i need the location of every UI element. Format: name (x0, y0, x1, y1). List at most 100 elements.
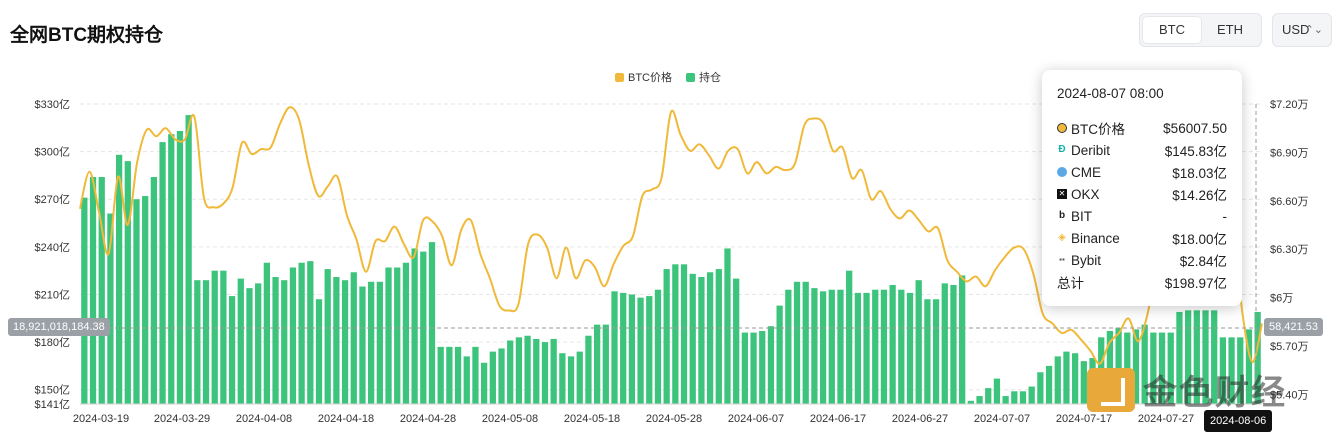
oi-bar (1254, 311, 1261, 404)
oi-bar (1219, 337, 1227, 404)
oi-bar (785, 289, 792, 404)
oi-bar (394, 267, 401, 404)
oi-bar (168, 134, 175, 404)
oi-bar (1150, 332, 1157, 404)
oi-bar (272, 277, 279, 404)
oi-bar (463, 356, 470, 404)
oi-bar (1106, 330, 1114, 404)
oi-bar (646, 296, 653, 404)
watermark-logo-icon (1087, 367, 1135, 412)
oi-bar (228, 296, 236, 404)
tab-eth[interactable]: ETH (1217, 22, 1243, 37)
oi-bar (1045, 365, 1053, 404)
cme-icon (1057, 167, 1067, 177)
tooltip-date: 2024-08-07 08:00 (1057, 86, 1164, 101)
tab-btc[interactable]: BTC (1143, 17, 1201, 43)
oi-bar (107, 213, 114, 404)
x-axis-tick: 2024-04-18 (318, 413, 374, 425)
oi-bar (89, 177, 97, 404)
oi-bar (428, 242, 436, 404)
oi-bar (593, 324, 601, 404)
currency-select[interactable]: USD ⌃⌄ (1272, 13, 1332, 47)
oi-bar (263, 262, 270, 404)
bit-icon: b (1058, 210, 1066, 221)
oi-bar (194, 280, 201, 404)
oi-bar (350, 272, 357, 404)
oi-bar (828, 289, 835, 404)
oi-bar (1080, 361, 1087, 404)
legend-item-price[interactable]: BTC价格 (615, 69, 672, 85)
chevron-updown-icon: ⌃⌄ (1304, 24, 1323, 36)
oi-bar (124, 161, 131, 404)
oi-bar (559, 353, 566, 404)
oi-bar (376, 281, 383, 404)
tooltip-label: BTC价格 (1071, 122, 1125, 137)
oi-bar (837, 289, 844, 404)
oi-bar (776, 305, 783, 404)
oi-bar (315, 299, 323, 404)
crosshair-left-label: 18,921,018,184.38 (8, 318, 110, 336)
x-axis-tick: 2024-05-18 (564, 413, 620, 425)
x-axis-tick: 2024-03-19 (73, 413, 129, 425)
oi-bar (889, 284, 896, 404)
right-axis-tick: $5.70万 (1270, 341, 1309, 353)
oi-bar (489, 351, 496, 404)
oi-bar (811, 288, 818, 404)
oi-bar (680, 264, 688, 404)
oi-bar (1011, 391, 1018, 404)
oi-bar (793, 281, 801, 404)
oi-bar (1054, 356, 1061, 404)
oi-bar (1072, 353, 1079, 404)
oi-bar (819, 291, 827, 404)
oi-bar (620, 292, 627, 404)
x-axis-tick: 2024-03-29 (154, 413, 210, 425)
right-axis-tick: $7.20万 (1270, 99, 1309, 111)
oi-bar (211, 270, 218, 404)
right-axis-tick: $6.90万 (1270, 147, 1309, 159)
oi-bar (1193, 310, 1200, 404)
legend-swatch-price (615, 72, 624, 82)
oi-bar (715, 269, 722, 404)
oi-bar (985, 388, 992, 404)
oi-bar (1037, 372, 1044, 404)
legend-item-oi[interactable]: 持仓 (686, 69, 721, 85)
oi-bar (246, 288, 253, 404)
btc-price-line (79, 106, 1263, 365)
deribit-icon: Đ (1058, 144, 1066, 155)
left-axis-tick: $150亿 (35, 384, 70, 397)
oi-bar (846, 270, 853, 404)
oi-bar (706, 272, 714, 404)
crosshair-right-label: 58,421.53 (1264, 318, 1323, 336)
oi-bar (802, 281, 809, 404)
oi-bar (159, 142, 166, 404)
tooltip-value: $145.83亿 (1164, 144, 1227, 159)
chart-legend: BTC价格 持仓 (615, 69, 721, 85)
oi-bar (741, 332, 749, 404)
oi-bar (446, 346, 453, 404)
oi-bar (1063, 351, 1070, 404)
oi-bar (637, 297, 644, 404)
tooltip-value: $18.00亿 (1172, 232, 1227, 247)
oi-bar (898, 289, 905, 404)
x-axis-tick: 2024-04-28 (400, 413, 456, 425)
oi-bar (663, 269, 670, 404)
tooltip-row: ✕ OKX $14.26亿 (1057, 183, 1227, 205)
oi-bar (289, 267, 297, 404)
oi-bar (515, 337, 523, 404)
oi-bar (950, 284, 957, 404)
oi-bar (115, 154, 123, 404)
oi-bar (1167, 332, 1174, 404)
oi-bar (1132, 329, 1140, 404)
bybit-icon: ▪▪ (1059, 255, 1065, 264)
tooltip-row: CME $18.03亿 (1057, 161, 1227, 183)
oi-bar (576, 351, 583, 404)
oi-bar (281, 280, 288, 404)
oi-bar (880, 289, 888, 404)
tooltip-row: Đ Deribit $145.83亿 (1057, 139, 1227, 161)
left-axis-tick: $210亿 (35, 288, 70, 301)
right-axis-tick: $6万 (1270, 293, 1293, 305)
oi-bar (1202, 310, 1209, 404)
oi-bar (906, 292, 914, 404)
legend-swatch-oi (686, 72, 695, 82)
